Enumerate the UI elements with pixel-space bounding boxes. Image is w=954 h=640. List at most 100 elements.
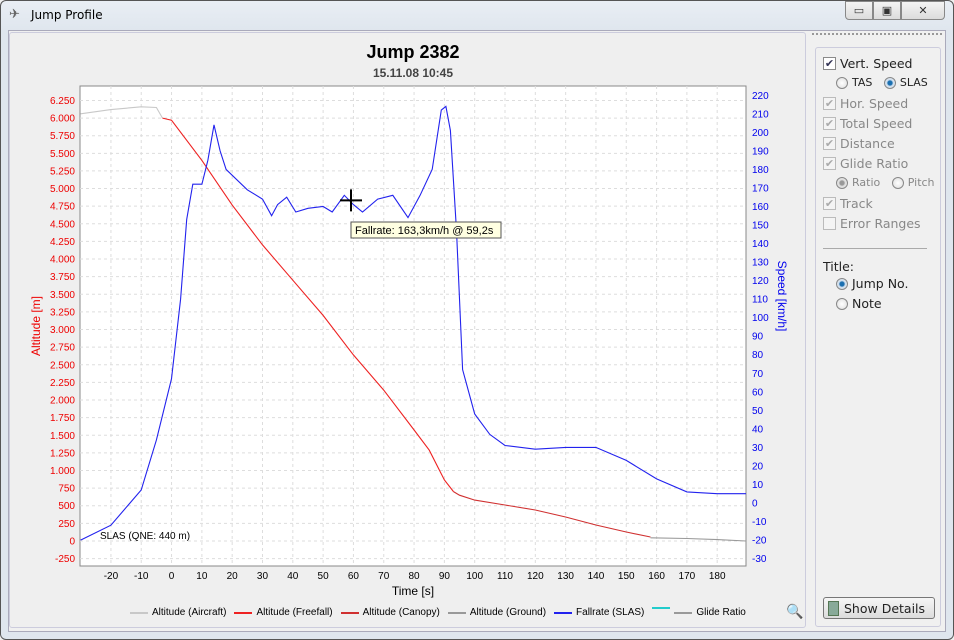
y-tick-label: 3.500 <box>50 290 75 301</box>
chart-subtitle: 15.11.08 10:45 <box>372 66 454 80</box>
x-tick-label: 0 <box>169 571 175 582</box>
x-tick-label: 20 <box>227 571 239 582</box>
jump-no-label: Jump No. <box>852 276 909 291</box>
y2-tick-label: 110 <box>752 295 768 306</box>
zoom-icon[interactable]: 🔍 <box>786 604 804 620</box>
y2-tick-label: 130 <box>752 258 769 269</box>
x-tick-label: 50 <box>318 571 330 582</box>
error-ranges-checkbox[interactable] <box>823 217 836 230</box>
legend-label: Glide Ratio <box>696 607 746 618</box>
y2-tick-label: 120 <box>752 276 769 287</box>
x-tick-label: 140 <box>588 571 605 582</box>
note-radio[interactable] <box>836 297 848 310</box>
x-tick-label: 130 <box>557 571 574 582</box>
y-tick-label: 2.000 <box>50 396 75 407</box>
y-tick-label: 3.000 <box>50 325 75 336</box>
x-axis-label: Time [s] <box>392 584 434 598</box>
legend-swatch <box>674 611 693 614</box>
plot-area <box>79 85 747 567</box>
pitch-label: Pitch <box>907 176 935 189</box>
legend-label: Fallrate (SLAS) <box>576 607 645 618</box>
y-tick-label: 3.750 <box>50 272 75 283</box>
distance-checkbox[interactable]: ✔ <box>823 137 836 150</box>
title-option-label: Title: <box>823 259 854 274</box>
jump-no-radio[interactable] <box>836 277 848 290</box>
y2-tick-label: 0 <box>752 498 758 509</box>
x-tick-label: 40 <box>287 571 299 582</box>
total-speed-label: Total Speed <box>840 116 913 131</box>
y-tick-label: 5.250 <box>50 166 75 177</box>
tas-radio[interactable] <box>836 76 848 89</box>
track-label: Track <box>840 196 873 211</box>
series-line-altitude-freefall- <box>162 117 454 492</box>
legend-swatch <box>340 611 359 614</box>
y-tick-label: 1.750 <box>50 413 75 424</box>
minimize-button[interactable]: ▭ <box>845 1 873 20</box>
y2-tick-label: 90 <box>752 332 764 343</box>
legend-label: Altitude (Freefall) <box>256 607 333 618</box>
y-tick-label: 3.250 <box>50 307 75 318</box>
x-tick-label: -10 <box>134 571 149 582</box>
y-tick-label: 2.250 <box>50 378 75 389</box>
hor-speed-label: Hor. Speed <box>840 96 909 111</box>
y-tick-label: 0 <box>69 536 75 547</box>
legend-swatch <box>234 611 253 614</box>
distance-label: Distance <box>840 136 895 151</box>
x-tick-label: 150 <box>618 571 635 582</box>
window-title: Jump Profile <box>31 8 103 22</box>
vert-speed-checkbox[interactable]: ✔ <box>823 57 836 70</box>
x-tick-label: 110 <box>497 571 513 582</box>
glide-ratio-checkbox[interactable]: ✔ <box>823 157 836 170</box>
splitter-handle[interactable] <box>812 33 942 36</box>
legend-swatch <box>554 611 573 614</box>
show-details-button[interactable]: Show Details <box>823 597 935 619</box>
tooltip-text: Fallrate: 163,3km/h @ 59,2s <box>355 225 494 237</box>
y2-tick-label: 80 <box>752 350 764 361</box>
show-details-label: Show Details <box>844 600 926 616</box>
vert-speed-label: Vert. Speed <box>840 56 913 71</box>
legend-item: Altitude (Freefall) <box>234 607 333 618</box>
y2-tick-label: -10 <box>752 517 767 528</box>
y-tick-label: 750 <box>58 484 75 495</box>
x-tick-label: 10 <box>196 571 208 582</box>
y-tick-label: 250 <box>58 519 75 530</box>
y2-tick-label: 170 <box>752 183 769 194</box>
legend-item: Fallrate (SLAS) <box>554 607 644 618</box>
y-tick-label: 6.000 <box>50 114 75 125</box>
y-tick-label: 4.250 <box>50 237 75 248</box>
x-tick-label: 120 <box>527 571 544 582</box>
total-speed-checkbox[interactable]: ✔ <box>823 117 836 130</box>
legend-swatch <box>130 611 148 614</box>
maximize-button[interactable]: ▣ <box>873 1 901 20</box>
y-tick-label: -250 <box>55 554 75 565</box>
legend-label: Altitude (Canopy) <box>362 607 440 618</box>
pitch-radio[interactable] <box>891 176 904 189</box>
legend-label: Altitude (Aircraft) <box>152 607 227 618</box>
y-tick-label: 1.250 <box>50 448 75 459</box>
y-tick-label: 5.000 <box>50 184 75 195</box>
y2-tick-label: 10 <box>752 480 764 491</box>
ratio-radio[interactable] <box>836 176 848 189</box>
legend-label: Altitude (Ground) <box>469 607 547 618</box>
y-tick-label: 4.000 <box>50 255 75 266</box>
y2-tick-label: 220 <box>752 91 769 102</box>
legend-item: Glide Ratio <box>652 606 746 618</box>
y-tick-label: 1.000 <box>50 466 75 477</box>
legend-swatch <box>447 611 466 614</box>
legend-swatch <box>652 606 671 609</box>
y2-tick-label: 150 <box>752 220 769 231</box>
y2-tick-label: 140 <box>752 239 769 250</box>
slas-radio[interactable] <box>883 76 896 89</box>
legend-item: Altitude (Canopy) <box>340 607 440 618</box>
y-tick-label: 4.500 <box>50 219 75 230</box>
y2-tick-label: 160 <box>752 202 769 213</box>
series-line-altitude-aircraft- <box>80 106 163 119</box>
close-button[interactable]: ✕ <box>901 1 945 20</box>
track-checkbox[interactable]: ✔ <box>823 197 836 210</box>
hor-speed-checkbox[interactable]: ✔ <box>823 97 836 110</box>
x-tick-label: -20 <box>104 571 119 582</box>
y-axis-label: Altitude [m] <box>29 296 43 356</box>
y2-tick-label: -30 <box>752 554 767 565</box>
y2-tick-label: 50 <box>752 406 764 417</box>
